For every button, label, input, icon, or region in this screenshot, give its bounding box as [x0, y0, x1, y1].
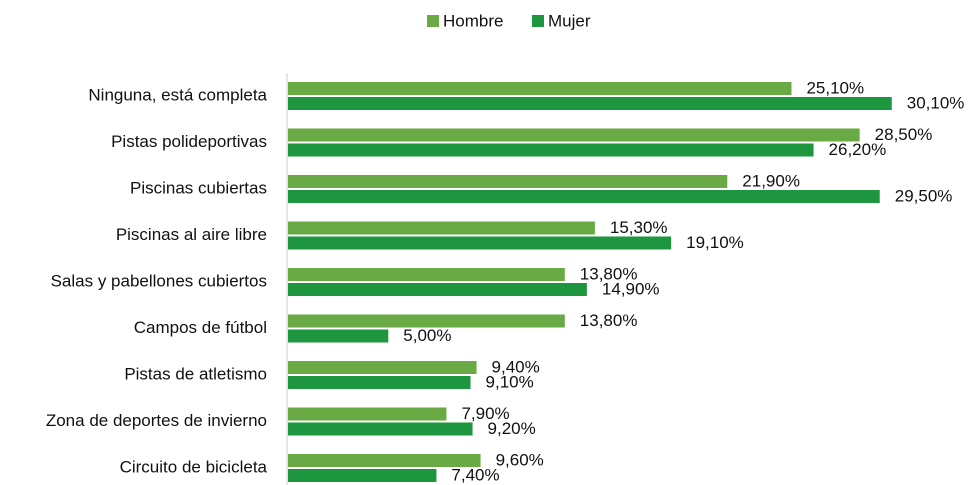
category-label: Salas y pabellones cubiertos — [51, 271, 267, 290]
value-label: 9,40% — [492, 357, 540, 376]
legend-label: Hombre — [443, 11, 503, 30]
value-label: 9,20% — [488, 419, 536, 438]
bar — [288, 190, 880, 203]
category-label: Pistas de atletismo — [124, 364, 267, 383]
bar — [288, 236, 672, 250]
category-label: Piscinas cubiertas — [130, 178, 267, 197]
bar — [288, 128, 860, 142]
value-label: 30,10% — [907, 93, 965, 112]
value-label: 25,10% — [806, 78, 864, 97]
category-label: Zona de deportes de invierno — [46, 411, 267, 430]
category-label: Pistas polideportivas — [111, 132, 267, 151]
bar — [288, 221, 595, 235]
bar — [288, 422, 473, 436]
value-label: 7,40% — [451, 465, 499, 484]
value-label: 9,60% — [496, 450, 544, 469]
value-label: 13,80% — [580, 264, 638, 283]
value-label: 21,90% — [742, 171, 800, 190]
value-label: 26,20% — [829, 140, 887, 159]
bar — [288, 82, 792, 95]
value-label: 15,30% — [610, 218, 668, 237]
value-label: 28,50% — [875, 125, 933, 144]
bar — [288, 97, 892, 110]
bar — [288, 175, 728, 188]
category-label: Campos de fútbol — [134, 318, 267, 337]
category-label: Ninguna, está completa — [88, 85, 267, 104]
bar — [288, 314, 565, 328]
bar — [288, 469, 437, 482]
value-label: 7,90% — [461, 404, 509, 423]
category-label: Piscinas al aire libre — [116, 225, 267, 244]
bar — [288, 407, 447, 421]
value-label: 19,10% — [686, 233, 744, 252]
legend-swatch — [427, 15, 439, 27]
bar — [288, 329, 389, 343]
value-label: 9,10% — [486, 372, 534, 391]
legend-label: Mujer — [548, 11, 591, 30]
bar — [288, 283, 587, 296]
legend-swatch — [532, 15, 544, 27]
bar — [288, 376, 471, 389]
bar — [288, 143, 814, 157]
value-label: 5,00% — [403, 326, 451, 345]
category-label: Circuito de bicicleta — [120, 457, 268, 476]
bar — [288, 268, 565, 281]
value-label: 29,50% — [895, 186, 953, 205]
bar — [288, 454, 481, 467]
value-label: 14,90% — [602, 279, 660, 298]
value-label: 13,80% — [580, 311, 638, 330]
bar — [288, 361, 477, 374]
